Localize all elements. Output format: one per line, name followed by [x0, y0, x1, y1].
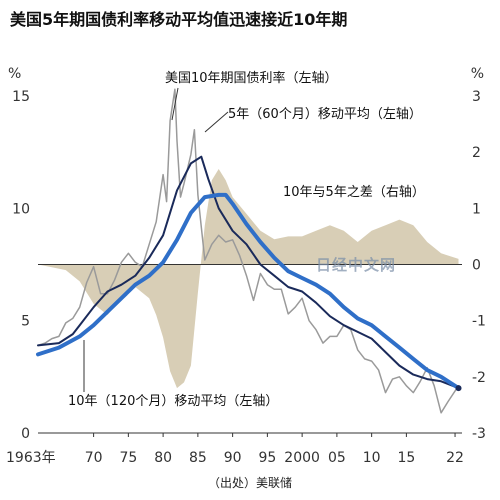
x-axis-tick-label: 80 [154, 450, 172, 466]
annotation-5y-moving-average-leader [204, 111, 229, 133]
annotations-layer: 美国10年期国债利率（左轴） 5年（60个月）移动平均（左轴） 10年与5年之差（右… [68, 70, 425, 409]
annotation-10y-yield-leader [171, 87, 179, 121]
left-axis-tick-label: 15 [12, 89, 30, 105]
series-10y-yield-line [37, 88, 460, 414]
right-axis-tick-label: 3 [472, 89, 481, 105]
left-axis-tick-label: 5 [21, 314, 30, 330]
source-note: （出处）美联储 [207, 476, 292, 490]
annotation-10y-yield: 美国10年期国债利率（左轴） [165, 70, 338, 86]
right-axis-tick-label: 0 [472, 258, 481, 274]
x-axis-tick-label: 05 [328, 450, 346, 466]
x-axis-tick-label: 85 [189, 450, 207, 466]
chart-title: 美国5年期国债利率移动平均值迅速接近10年期 [10, 10, 348, 29]
right-axis-tick-label: -1 [472, 314, 486, 330]
annotation-spread: 10年与5年之差（右轴） [283, 185, 425, 200]
right-axis-tick-label: -2 [472, 370, 486, 386]
series-5y-moving-average-line [37, 155, 460, 390]
right-axis-tick-label: 2 [472, 145, 481, 161]
series-end-marker [455, 385, 462, 392]
annotation-10y-moving-average: 10年（120个月）移动平均（左轴） [68, 394, 278, 409]
x-axis-tick-label: 70 [85, 450, 103, 466]
left-axis-tick-label: 10 [12, 201, 30, 217]
left-axis-unit: % [8, 66, 22, 82]
left-axis-tick-label: 0 [21, 426, 30, 442]
x-axis-tick-label: 90 [224, 450, 242, 466]
series-lines-layer [36, 88, 462, 414]
x-axis-tick-label: 22 [446, 450, 464, 466]
x-axis-tick-label: 1963年 [6, 450, 56, 466]
series-spread-area [38, 169, 459, 389]
right-axis-tick-label: 1 [472, 201, 481, 217]
x-axis-tick-label: 95 [258, 450, 276, 466]
x-axis-tick-label: 75 [119, 450, 137, 466]
annotation-5y-moving-average: 5年（60个月）移动平均（左轴） [228, 107, 422, 122]
right-axis-tick-label: -3 [472, 426, 486, 442]
series-10y-moving-average-line [36, 192, 461, 391]
watermark: 日经中文网 [316, 256, 396, 274]
right-axis-unit: % [470, 66, 484, 82]
x-axis-tick-label: 15 [397, 450, 415, 466]
x-axis-tick-label: 10 [363, 450, 381, 466]
x-axis-tick-label: 2000 [284, 450, 320, 466]
difference-area-layer [38, 169, 459, 389]
